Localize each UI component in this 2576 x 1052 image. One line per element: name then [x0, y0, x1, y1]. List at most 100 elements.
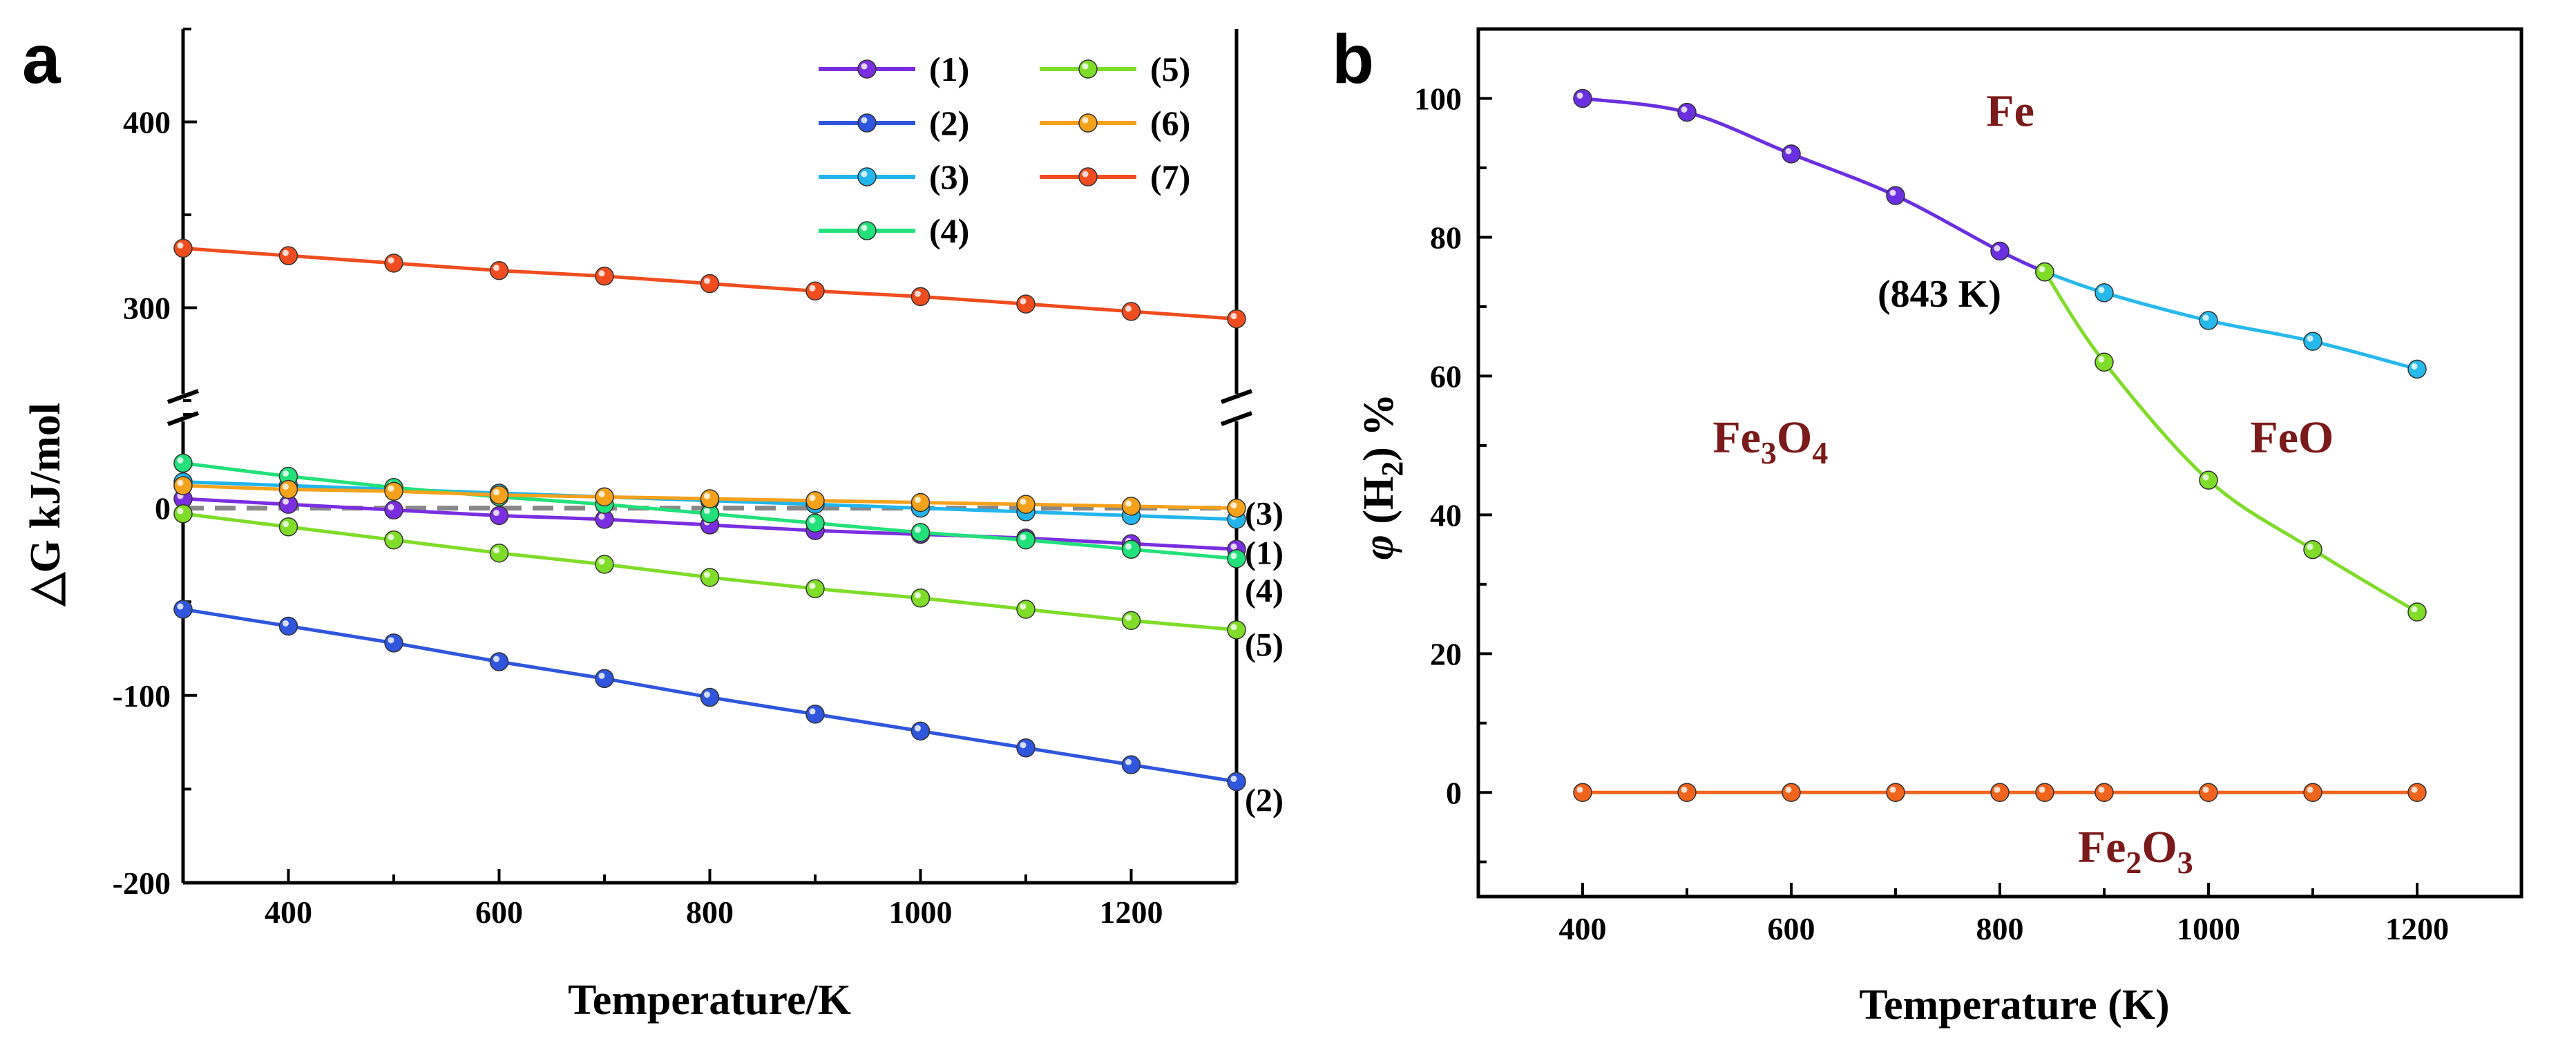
panel-a-series-6-point	[1227, 498, 1246, 518]
region-sub: 3	[1761, 435, 1777, 470]
panel-a-ylabel: △G kJ/mol	[22, 403, 69, 607]
panel-b-series-4-point	[1886, 783, 1905, 803]
panel-a-xlabel: Temperature/K	[568, 977, 851, 1024]
panel-a-break-mark	[166, 389, 200, 404]
panel-a-series-6-point	[489, 485, 509, 505]
panel-a-series-5-point	[700, 568, 720, 587]
region-base: Fe	[1712, 412, 1761, 463]
panel-a-series-5-point-highlight	[493, 547, 499, 554]
panel-b-series-3-point-highlight	[2039, 266, 2045, 273]
panel-a-end-label: (3)	[1245, 496, 1284, 533]
legend-marker-4	[857, 221, 877, 240]
panel-a-series-7-point	[278, 246, 298, 265]
legend-label-2: (2)	[929, 104, 969, 142]
panel-a-series-7-point	[595, 267, 614, 286]
panel-a-series-5-point	[173, 504, 193, 524]
panel-a-x-tick-label: 600	[475, 895, 523, 930]
panel-b-series-4-point	[1990, 783, 2010, 803]
panel-a-series-5-point-highlight	[1230, 624, 1237, 631]
region-sub2: 3	[2177, 845, 2193, 880]
panel-a-series-4-point-highlight	[283, 470, 289, 477]
panel-b-series-4-point	[1573, 783, 1592, 803]
panel-a-break-mark	[1220, 389, 1253, 404]
panel-a-series-6-point-highlight	[598, 490, 605, 497]
panel-a-series-2-point-highlight	[283, 620, 289, 627]
panel-b-y-tick-label: 60	[1430, 358, 1462, 394]
panel-a-series-4-point-highlight	[177, 457, 184, 464]
panel-a-x-tick-label: 800	[686, 895, 734, 930]
panel-b-ylabel-sub: 2	[1375, 461, 1409, 477]
panel-a-series-7-point-highlight	[1230, 313, 1237, 320]
panel-a-series-1-point	[384, 500, 403, 520]
panel-a-end-labels: (3)(1)(4) (5) (2)	[1245, 496, 1284, 819]
panel-b-series-1-point-highlight	[1785, 148, 1792, 155]
panel-b-series-1-point-highlight	[1681, 106, 1688, 113]
panel-b-x-tick-label: 1000	[2177, 911, 2240, 946]
panel-a-frame	[166, 29, 1253, 885]
panel-b-series-4-point-highlight	[1785, 786, 1792, 793]
panel-a-series-5-point-highlight	[598, 558, 605, 565]
legend-label-4: (4)	[929, 211, 969, 250]
panel-a-series-2-point	[173, 600, 193, 619]
panel-b-series-3-point	[2035, 262, 2054, 282]
panel-a-series-5-point-highlight	[704, 571, 710, 578]
panel-a-series-5-point-highlight	[1125, 614, 1132, 621]
legend-marker-2-highlight	[861, 117, 868, 124]
legend-marker-4-highlight	[861, 224, 868, 231]
panel-b-ylabel-end: ) %	[1355, 394, 1402, 461]
legend-label-7: (7)	[1150, 157, 1190, 196]
panel-b-frame	[1476, 27, 2523, 899]
panel-a-series-6-point	[700, 489, 720, 508]
panel-b-region-label-4: Fe2O3	[2078, 822, 2193, 880]
legend-marker-5	[1078, 59, 1098, 79]
panel-a-series-1-point-highlight	[1230, 543, 1237, 550]
panel-a-series-7-point	[489, 260, 509, 280]
panel-a-series-2-point	[489, 652, 509, 671]
panel-a-series-6-point-highlight	[915, 496, 921, 503]
panel-b-series	[1573, 88, 2427, 803]
panel-b-series-3-point	[2095, 352, 2114, 372]
panel-b-region-label-1: Fe	[1986, 86, 2034, 137]
panel-a-y-tick-label: 0	[155, 491, 171, 526]
panel-b-series-4-point	[2035, 783, 2054, 803]
panel-b-series-1-point	[1990, 241, 2010, 261]
panel-a-series-7-point-highlight	[283, 249, 289, 256]
panel-b-series-1-point	[1886, 186, 1905, 205]
panel-a-series-4-point-highlight	[1125, 543, 1132, 550]
panel-a-series-7-point	[1121, 302, 1141, 321]
panel-a-series-5-point	[489, 543, 509, 563]
panel-b-series-1-point-highlight	[1576, 92, 1583, 99]
panel-b-series-4-point-highlight	[2307, 786, 2313, 793]
panel-b-series-4-point-highlight	[1994, 786, 2001, 793]
panel-b-series-1-point-highlight	[1889, 189, 1896, 196]
panel-b-series-2-point-highlight	[2411, 363, 2418, 370]
panel-a-series-6-point-highlight	[283, 483, 289, 490]
region-base: FeO	[2250, 412, 2334, 463]
panel-b-series-1-point	[1782, 144, 1801, 164]
panel-a-series-7-point-highlight	[177, 242, 184, 249]
panel-b-series-2-point-highlight	[2202, 314, 2209, 321]
panel-a-legend: (1) (2) (3) (4) (5) (6) (7)	[819, 50, 1190, 250]
region-base: Fe	[2078, 822, 2126, 872]
panel-b-series-2-point	[2199, 311, 2218, 330]
panel-b-region-label-2: Fe3O4	[1712, 412, 1828, 470]
panel-a-series-4-point-highlight	[1230, 553, 1237, 560]
panel-a-series-4-point-highlight	[809, 517, 816, 524]
panel-a-series-4-point	[1016, 530, 1036, 550]
panel-a-series	[173, 238, 1246, 792]
panel-a-series-7-point-highlight	[809, 285, 816, 291]
panel-b-series-4-point-highlight	[2039, 786, 2045, 793]
panel-a-series-6-point-highlight	[809, 495, 816, 501]
panel-a-series-5-point	[1016, 600, 1036, 619]
panel-a-series-6-point-highlight	[388, 485, 394, 492]
panel-b-series-3-point-highlight	[2098, 356, 2105, 363]
panel-a-series-7-point	[1016, 294, 1036, 314]
panel-a-series-1-point-highlight	[388, 504, 394, 510]
panel-a-series-5-point-highlight	[388, 534, 394, 541]
region-sub2: 4	[1812, 435, 1828, 470]
panel-b-series-4-point	[1782, 783, 1801, 803]
panel-b-y-tick-label: 80	[1430, 220, 1462, 255]
panel-a-series-6-point-highlight	[1125, 500, 1132, 507]
panel-b-series-4-point	[2095, 783, 2114, 803]
panel-a-x-tick-label: 1000	[889, 895, 953, 930]
